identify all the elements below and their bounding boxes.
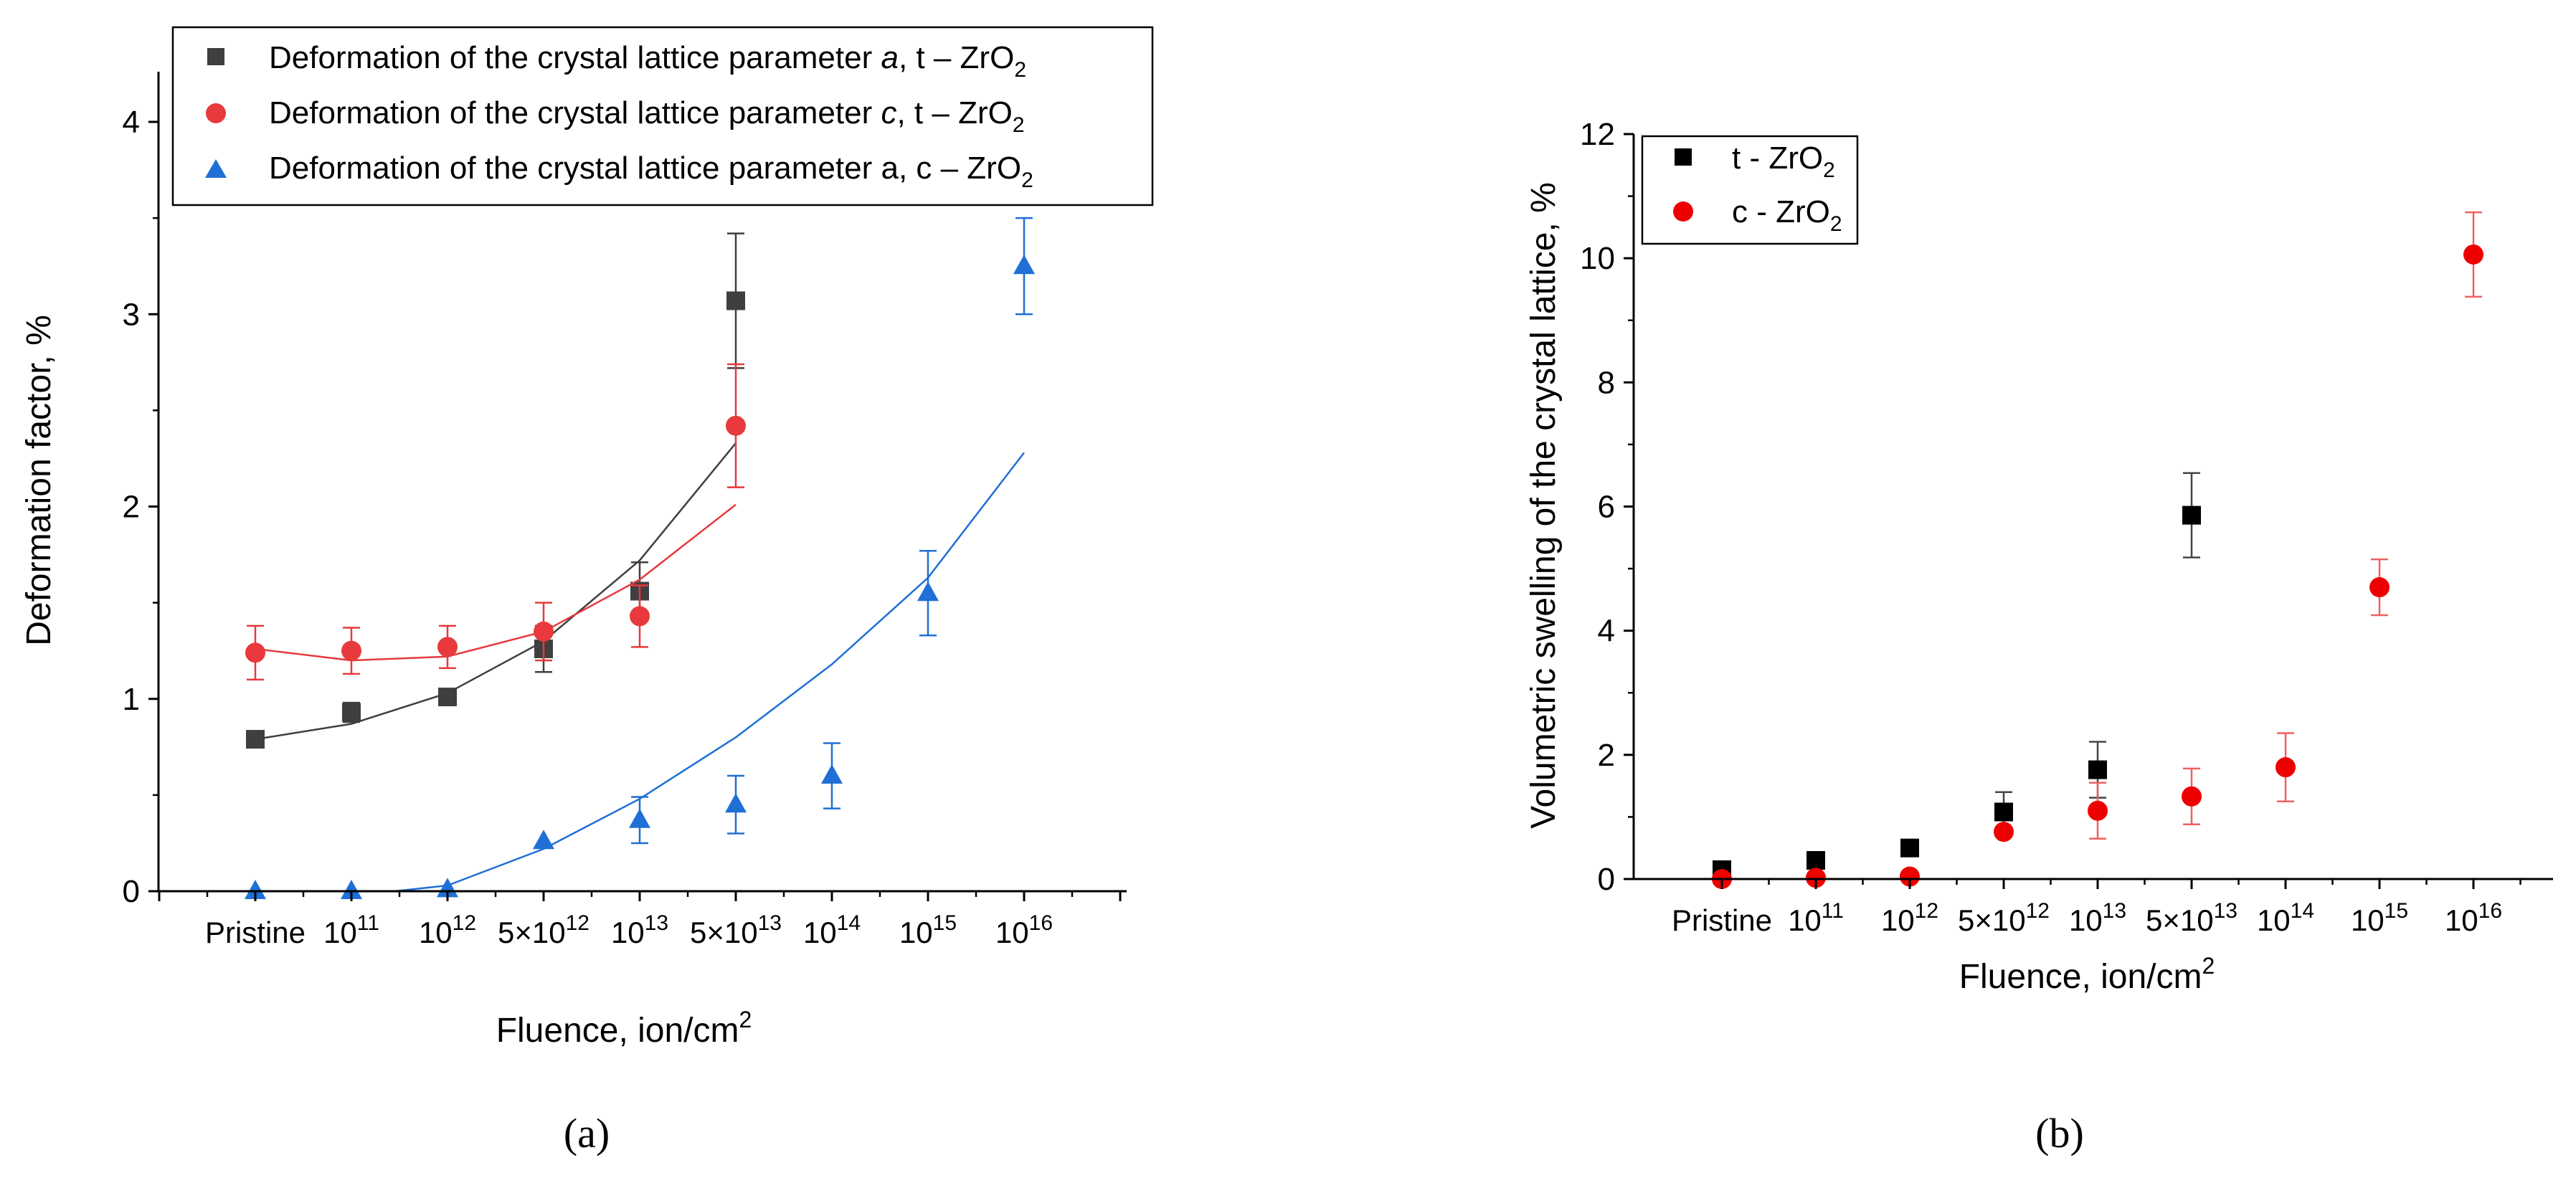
panel-a-point-series-3 (245, 880, 266, 899)
panel-a-point-series-2 (341, 640, 361, 661)
legend-b-entry-1: t - ZrO2 (1732, 141, 1835, 182)
panel-b-y-tick-label: 12 (1580, 117, 1615, 152)
panel-b-point-series-2 (2276, 757, 2296, 778)
panel-a-point-series-2 (726, 415, 746, 436)
panel-a-y-tick-label: 0 (123, 874, 140, 909)
panel-a-x-tick-label: 1014 (803, 911, 861, 949)
legend-a-entry-2: Deformation of the crystal lattice param… (269, 95, 1025, 137)
panel-b-point-series-2 (1900, 866, 1920, 887)
panel-a-x-axis-label: Fluence, ion/cm2 (496, 1007, 752, 1050)
panel-b-x-tick-label: 1012 (1881, 899, 1938, 937)
panel-b-x-ticks: Pristine 1011 1012 5×1012 1013 5×1013 1014 1015… (1672, 879, 2521, 937)
panel-b-y-axis-label: Volumetric swelling of the crystal latti… (1525, 182, 1563, 829)
panel-b-point-series-2 (2182, 786, 2202, 807)
panel-a-plot-area (245, 217, 1035, 899)
panel-a-point-series-1 (342, 703, 361, 722)
panel-a-point-series-3 (821, 764, 843, 784)
panel-a-point-series-1 (726, 291, 745, 310)
panel-a-y-tick-label: 1 (123, 682, 140, 717)
panel-b-y-tick-label: 0 (1598, 862, 1615, 897)
panel-a-fit-line-series-1 (255, 442, 737, 741)
panel-b-x-tick-label: 5×1012 (1958, 899, 2050, 937)
panel-b-point-series-2 (2088, 800, 2108, 821)
panel-a-point-series-2 (245, 642, 265, 663)
panel-b-x-tick-label: 1013 (2069, 899, 2126, 937)
legend-a-marker-square (207, 48, 224, 65)
legend-b-marker-square (1675, 148, 1692, 166)
panel-a-x-tick-label: Pristine (205, 916, 306, 949)
panel-b-x-tick-label: 5×1013 (2146, 899, 2238, 937)
panel-a-label: (a) (564, 1110, 610, 1156)
panel-b-x-tick-label: Pristine (1672, 903, 1772, 937)
panel-a-point-series-3 (341, 880, 362, 899)
legend-a-marker-circle (206, 103, 226, 123)
panel-b-point-series-2 (2463, 244, 2483, 265)
panel-b-x-tick-label: 1015 (2351, 899, 2408, 937)
panel-a-y-tick-label: 2 (123, 490, 140, 525)
panel-a-chart: 0 1 2 3 4 Pristine 1011 1012 5×1012 1013 5×1013 10… (20, 26, 1154, 1156)
panel-b-y-tick-label: 10 (1580, 241, 1615, 276)
panel-a-point-series-3 (917, 581, 939, 602)
panel-a-x-tick-label: 1012 (419, 911, 476, 949)
panel-a-point-series-2 (630, 606, 650, 627)
panel-a-y-axis-label: Deformation factor, % (20, 315, 58, 646)
panel-a-x-tick-label: 1013 (611, 911, 668, 949)
panel-b-x-tick-label: 1011 (1788, 899, 1844, 937)
panel-a-x-ticks: Pristine 1011 1012 5×1012 1013 5×1013 1014 1015… (158, 891, 1122, 949)
panel-a-point-series-3 (725, 793, 747, 813)
panel-b-point-series-1 (1900, 838, 1919, 858)
legend-b-entry-2: c - ZrO2 (1732, 194, 1842, 236)
panel-a-y-tick-label: 4 (123, 105, 140, 140)
panel-b-point-series-1 (2182, 505, 2201, 525)
legend-a-marker-triangle (205, 159, 227, 178)
panel-a-point-series-3 (533, 830, 554, 850)
panel-b-point-series-2 (1806, 868, 1826, 888)
panel-a-fit-line-series-3 (394, 452, 1025, 893)
panel-a-point-series-3 (1013, 255, 1035, 275)
panel-b-point-series-2 (2369, 577, 2390, 598)
panel-b-y-tick-label: 2 (1598, 738, 1615, 773)
panel-a-point-series-1 (246, 730, 265, 749)
panel-b-point-series-1 (2088, 760, 2107, 779)
panel-b-y-tick-label: 8 (1598, 365, 1615, 400)
panel-a-point-series-1 (438, 688, 457, 707)
panel-a-x-tick-label: 1011 (323, 911, 379, 949)
panel-b-label: (b) (2035, 1110, 2084, 1156)
panel-a-point-series-3 (437, 878, 458, 898)
panel-b-point-series-1 (1806, 851, 1825, 870)
panel-b-legend: t - ZrO2 c - ZrO2 (1641, 135, 1859, 245)
legend-a-entry-3: Deformation of the crystal lattice param… (269, 151, 1033, 192)
panel-b-x-tick-label: 1014 (2257, 899, 2314, 937)
panel-a-legend-box (171, 26, 1154, 206)
panel-b-y-ticks: 0 2 4 6 8 10 12 (1580, 117, 1634, 897)
panel-a-x-tick-label: 5×1013 (690, 911, 782, 949)
panel-a-y-tick-label: 3 (123, 297, 140, 332)
panel-a-x-tick-label: 1015 (899, 911, 957, 949)
panel-a-fit-line-series-2 (255, 503, 737, 662)
panel-b-y-tick-label: 4 (1598, 614, 1615, 649)
panel-a-legend: Deformation of the crystal lattice param… (171, 26, 1154, 206)
panel-a-point-series-2 (437, 637, 458, 657)
panel-b-y-tick-label: 6 (1598, 490, 1615, 525)
panel-b-x-tick-label: 1016 (2445, 899, 2502, 937)
panel-a-x-tick-label: 1016 (995, 911, 1053, 949)
legend-a-entry-1: Deformation of the crystal lattice param… (269, 40, 1026, 82)
panel-b-point-series-1 (1994, 802, 2013, 822)
panel-a-point-series-3 (629, 808, 650, 828)
panel-b-x-axis-label: Fluence, ion/cm2 (1959, 953, 2215, 996)
panel-a-y-ticks: 0 1 2 3 4 (123, 105, 158, 909)
panel-b-point-series-2 (1994, 822, 2014, 842)
legend-b-marker-circle (1673, 201, 1693, 222)
panel-a-point-series-2 (534, 621, 554, 642)
panel-a-x-tick-label: 5×1012 (498, 911, 589, 949)
panel-b-plot-area (1712, 211, 2483, 889)
